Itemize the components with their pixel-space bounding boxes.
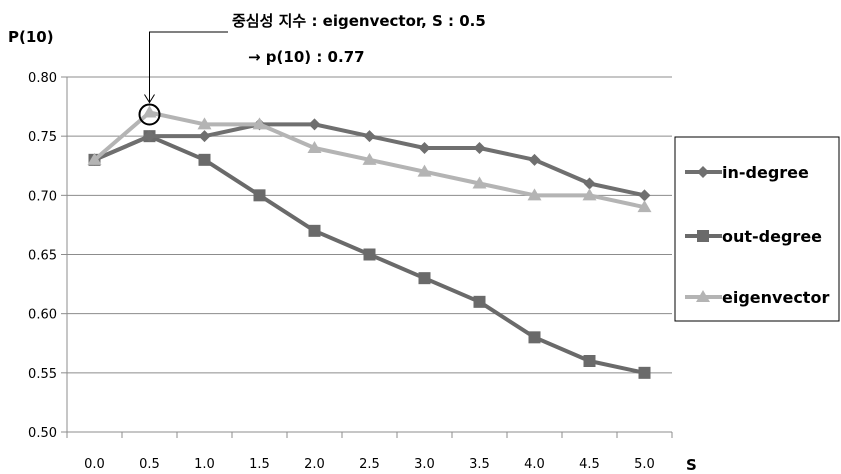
axes: 0.50 0.55 0.60 0.65 0.70 0.75 0.80 0.0 0.5 1.0 1.5… [28,71,673,472]
series-eigenvector [87,105,652,213]
data-point [473,295,486,308]
x-axis-title: S [686,456,697,474]
series-group [87,105,652,379]
legend-marker [696,290,710,302]
x-tick-label: 2.0 [304,457,325,472]
y-tick-label: 0.70 [28,189,57,204]
data-point [528,153,541,166]
x-tick-label: 2.5 [359,457,380,472]
data-point [638,189,651,202]
callout-arrowhead [144,94,155,104]
data-point [198,130,211,143]
data-point [308,118,321,131]
x-tick-label: 4.5 [579,457,600,472]
highlight-circle [138,103,161,126]
legend-label: out-degree [722,227,822,246]
x-tick-label: 0.0 [84,457,105,472]
x-tick-label: 5.0 [634,457,655,472]
data-point [362,152,377,165]
data-point [252,117,267,130]
legend-label: eigenvector [722,288,829,307]
data-point [198,153,211,166]
data-point [527,188,542,201]
data-point [418,272,431,285]
data-point [418,142,431,154]
annotation: 중심성 지수 : eigenvector, S : 0.5 → p(10) : … [138,12,486,126]
x-tick-label: 3.0 [414,457,435,472]
x-tick-label: 1.0 [194,457,215,472]
data-point [472,176,487,189]
data-point [582,188,597,201]
y-tick-label: 0.80 [28,71,57,86]
data-point [308,224,321,237]
x-tick-label: 1.5 [249,457,270,472]
data-point [143,130,156,143]
data-point [528,331,541,344]
data-point [142,105,157,118]
legend-item-out-degree: out-degree [685,227,822,246]
data-point [253,189,266,202]
y-tick-label: 0.50 [28,426,57,441]
legend-item-eigenvector: eigenvector [685,288,829,307]
annotation-text-line1: 중심성 지수 : eigenvector, S : 0.5 [232,12,486,30]
legend-marker [697,166,709,178]
data-point [307,141,322,153]
annotation-text-line2: → p(10) : 0.77 [248,48,365,66]
data-point [363,130,376,143]
data-point [473,142,486,154]
y-axis-title: P(10) [8,28,54,46]
data-point [637,200,652,213]
data-point [417,164,432,177]
callout-leader-line [149,31,228,103]
legend-marker [697,230,709,242]
legend-item-in-degree: in-degree [685,163,809,182]
y-tick-label: 0.60 [28,308,57,323]
legend-label: in-degree [722,163,809,182]
data-point [583,177,596,190]
data-point [87,152,102,165]
data-point [197,117,212,130]
legend: in-degree out-degree eigenvector [674,136,840,322]
x-tick-label: 3.5 [469,457,490,472]
data-point [583,355,596,367]
x-tick-label: 0.5 [139,457,160,472]
y-tick-label: 0.75 [28,130,57,145]
data-point [638,366,651,379]
y-tick-label: 0.55 [28,367,57,382]
data-point [363,248,376,261]
x-tick-label: 4.0 [524,457,545,472]
y-tick-label: 0.65 [28,249,57,264]
